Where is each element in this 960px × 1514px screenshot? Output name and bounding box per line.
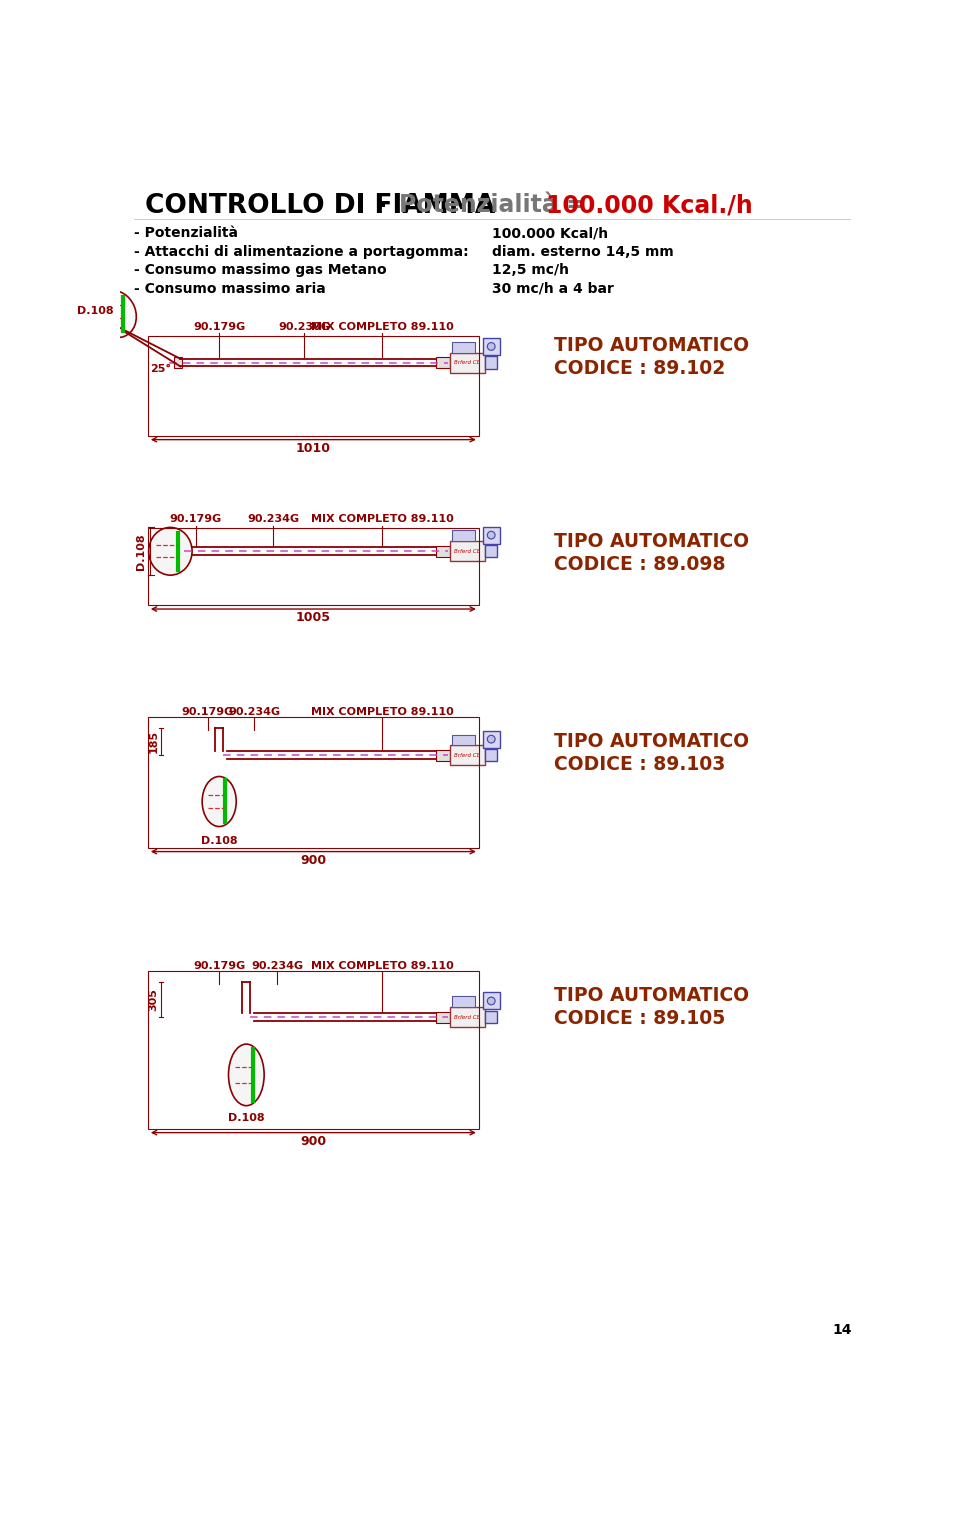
Text: 100.000 Kcal/h: 100.000 Kcal/h [492,226,608,241]
Text: - Potenzialità: - Potenzialità [134,226,238,241]
Ellipse shape [149,527,192,575]
Text: Brferd CB: Brferd CB [454,360,480,365]
Ellipse shape [228,1045,264,1105]
Text: - Consumo massimo gas Metano: - Consumo massimo gas Metano [134,263,387,277]
Bar [485,1011,497,1023]
Text: 185: 185 [149,730,158,752]
Bar [483,993,500,1010]
Bar [485,545,497,557]
Text: - Attacchi di alimentazione a portagomma:: - Attacchi di alimentazione a portagomma… [134,245,468,259]
Bar [148,528,479,606]
Bar [436,749,450,760]
Text: 90.179G: 90.179G [170,515,222,524]
Bar [450,353,485,372]
Ellipse shape [488,998,495,1005]
Text: CONTROLLO DI FIAMMA: CONTROLLO DI FIAMMA [145,194,495,220]
Bar [436,1011,450,1022]
Bar [148,970,479,1129]
Text: 25°: 25° [150,365,171,374]
Text: 100.000 Kcal./h: 100.000 Kcal./h [546,194,753,217]
Text: -: - [360,194,403,217]
Text: 90.234G: 90.234G [248,515,300,524]
Text: TIPO AUTOMATICO: TIPO AUTOMATICO [554,733,749,751]
Ellipse shape [488,736,495,743]
Text: CODICE : 89.105: CODICE : 89.105 [554,1010,725,1028]
Bar [450,1007,485,1026]
Text: - Consumo massimo aria: - Consumo massimo aria [134,282,325,295]
Ellipse shape [95,291,136,338]
Text: TIPO AUTOMATICO: TIPO AUTOMATICO [554,336,749,354]
Bar [148,716,479,848]
Bar [450,542,485,562]
Text: diam. esterno 14,5 mm: diam. esterno 14,5 mm [492,245,674,259]
Text: Potenzialità =: Potenzialità = [399,194,594,217]
Bar [483,338,500,354]
Text: D.108: D.108 [228,1113,265,1123]
Text: 14: 14 [833,1323,852,1337]
Bar [148,336,479,436]
Text: 900: 900 [300,1136,326,1148]
Bar [436,547,450,557]
Bar [485,749,497,762]
Bar [452,530,475,542]
Bar [175,357,182,368]
Text: 30 mc/h a 4 bar: 30 mc/h a 4 bar [492,282,613,295]
Bar [485,356,497,369]
Bar [452,342,475,353]
Bar [450,745,485,766]
Text: TIPO AUTOMATICO: TIPO AUTOMATICO [554,986,749,1005]
Text: 90.179G: 90.179G [181,707,233,716]
Text: 305: 305 [149,989,158,1011]
Text: Brferd CB: Brferd CB [454,1014,480,1019]
Ellipse shape [488,342,495,350]
Text: D.108: D.108 [201,836,237,846]
Text: 1005: 1005 [296,612,331,624]
Text: D.108: D.108 [77,306,113,316]
Text: 90.234G: 90.234G [228,707,280,716]
Ellipse shape [488,531,495,539]
Text: MIX COMPLETO 89.110: MIX COMPLETO 89.110 [311,961,453,970]
Bar [452,734,475,745]
Text: CODICE : 89.103: CODICE : 89.103 [554,755,726,774]
Text: CODICE : 89.102: CODICE : 89.102 [554,359,725,378]
Bar [436,357,450,368]
Text: 1010: 1010 [296,442,331,454]
Text: 12,5 mc/h: 12,5 mc/h [492,263,569,277]
Text: 90.179G: 90.179G [193,322,246,332]
Text: MIX COMPLETO 89.110: MIX COMPLETO 89.110 [311,515,453,524]
Text: TIPO AUTOMATICO: TIPO AUTOMATICO [554,531,749,551]
Text: MIX COMPLETO 89.110: MIX COMPLETO 89.110 [311,707,453,716]
Bar [483,527,500,544]
Ellipse shape [203,777,236,827]
Text: 90.234G: 90.234G [252,961,303,970]
Text: 900: 900 [300,854,326,868]
Text: Brferd CB: Brferd CB [454,548,480,554]
Text: Brferd CB: Brferd CB [454,752,480,759]
Bar [452,996,475,1007]
Text: MIX COMPLETO 89.110: MIX COMPLETO 89.110 [311,322,453,332]
Text: D.108: D.108 [136,533,146,569]
Bar [483,731,500,748]
Text: 90.230G: 90.230G [278,322,330,332]
Text: 90.179G: 90.179G [193,961,246,970]
Text: CODICE : 89.098: CODICE : 89.098 [554,556,726,574]
